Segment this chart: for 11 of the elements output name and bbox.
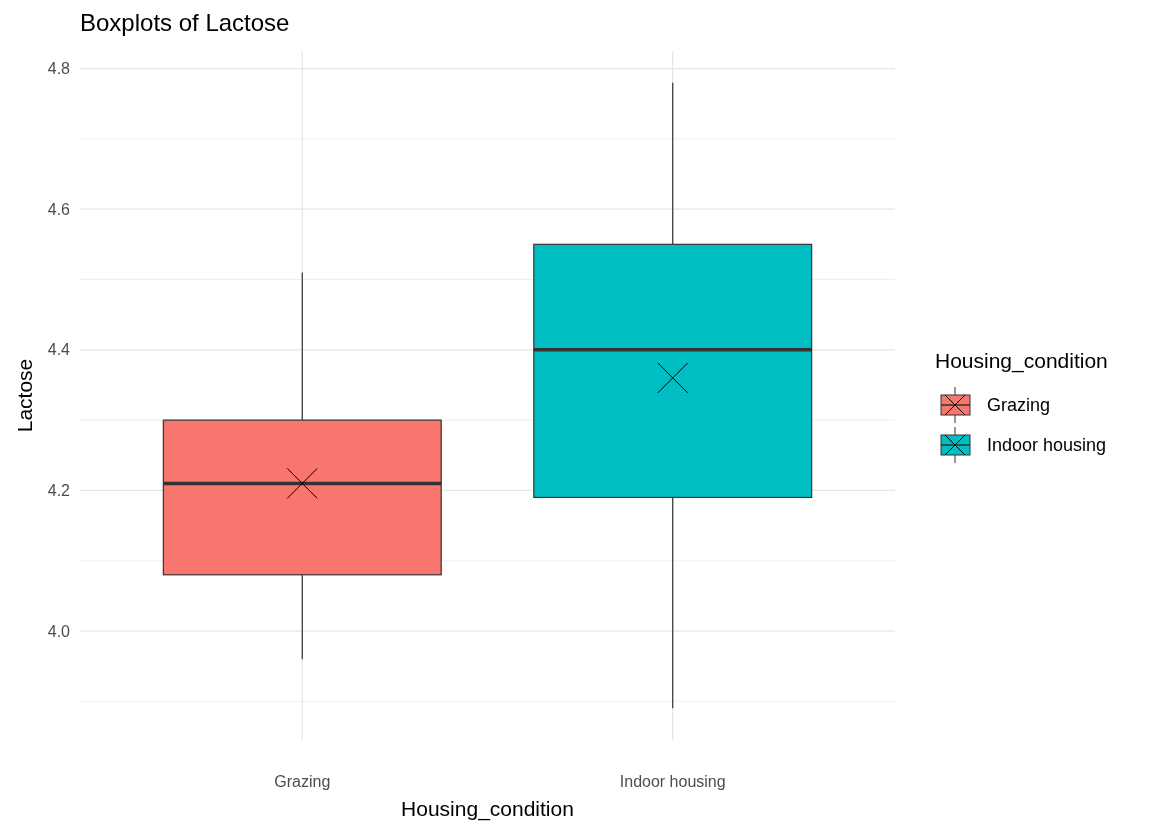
chart-title: Boxplots of Lactose xyxy=(80,9,290,36)
y-tick-label: 4.4 xyxy=(47,341,71,359)
legend-label: Indoor housing xyxy=(987,435,1107,456)
y-tick-label: 4.0 xyxy=(47,622,71,640)
y-axis-title: Lactose xyxy=(13,358,36,433)
y-tick-label: 4.2 xyxy=(47,482,71,500)
y-tick-label: 4.6 xyxy=(47,200,71,218)
legend-label: Grazing xyxy=(987,395,1051,416)
legend-title: Housing_condition xyxy=(935,349,1108,373)
y-tick-label: 4.8 xyxy=(47,60,71,78)
x-axis-title: Housing_condition xyxy=(401,797,574,821)
